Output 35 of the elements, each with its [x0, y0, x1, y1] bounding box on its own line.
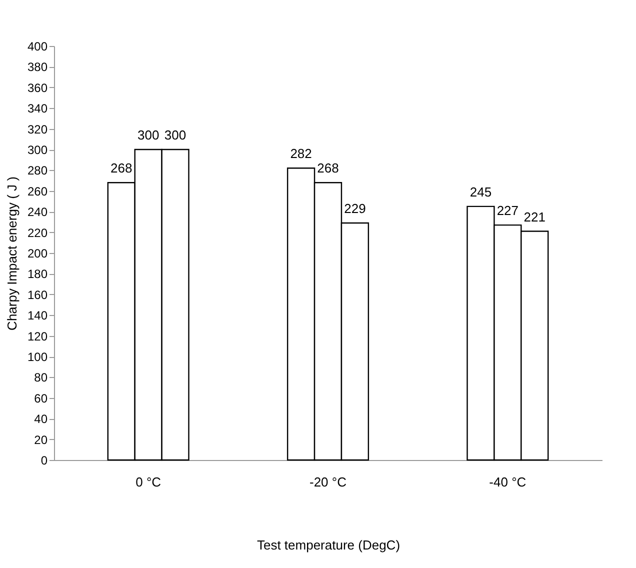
y-tick-label: 300 — [27, 143, 48, 157]
x-axis-title: Test temperature (DegC) — [256, 538, 400, 552]
data-label: 229 — [344, 200, 366, 216]
data-label: 268 — [317, 160, 339, 176]
y-tick-label: 320 — [27, 122, 48, 136]
y-tick-label: 120 — [27, 329, 48, 344]
x-tick-label: 0 °C — [136, 474, 162, 490]
y-tick-label: 280 — [27, 164, 48, 178]
data-label: 245 — [470, 184, 492, 200]
y-tick-label: 100 — [27, 350, 48, 364]
data-label: 227 — [496, 203, 519, 218]
y-tick-label: 160 — [27, 288, 48, 302]
data-label: 300 — [137, 128, 160, 142]
y-tick-label: 360 — [27, 80, 48, 95]
y-tick-label: 380 — [27, 60, 48, 74]
data-label: 282 — [290, 146, 312, 162]
y-tick-label: 0 — [40, 454, 48, 468]
y-tick-label: 60 — [34, 391, 48, 406]
data-label: 221 — [524, 209, 546, 224]
y-tick-label: 400 — [27, 40, 48, 54]
x-tick-label: -40 °C — [489, 474, 526, 490]
y-tick-label: 140 — [27, 308, 48, 323]
y-tick-label: 20 — [34, 432, 48, 447]
y-tick-label: 180 — [27, 267, 48, 282]
x-tick-label: -20 °C — [310, 474, 346, 490]
data-label: 300 — [164, 128, 186, 142]
y-tick-label: 200 — [27, 246, 48, 260]
y-tick-label: 220 — [27, 226, 48, 240]
y-tick-label: 340 — [27, 102, 48, 116]
y-tick-label: 80 — [34, 370, 48, 385]
data-label: 268 — [110, 160, 132, 176]
y-axis-title: Charpy Impact energy ( J ) — [4, 176, 20, 330]
y-tick-label: 240 — [27, 205, 48, 220]
y-tick-label: 40 — [34, 412, 48, 426]
y-tick-label: 260 — [27, 184, 48, 198]
